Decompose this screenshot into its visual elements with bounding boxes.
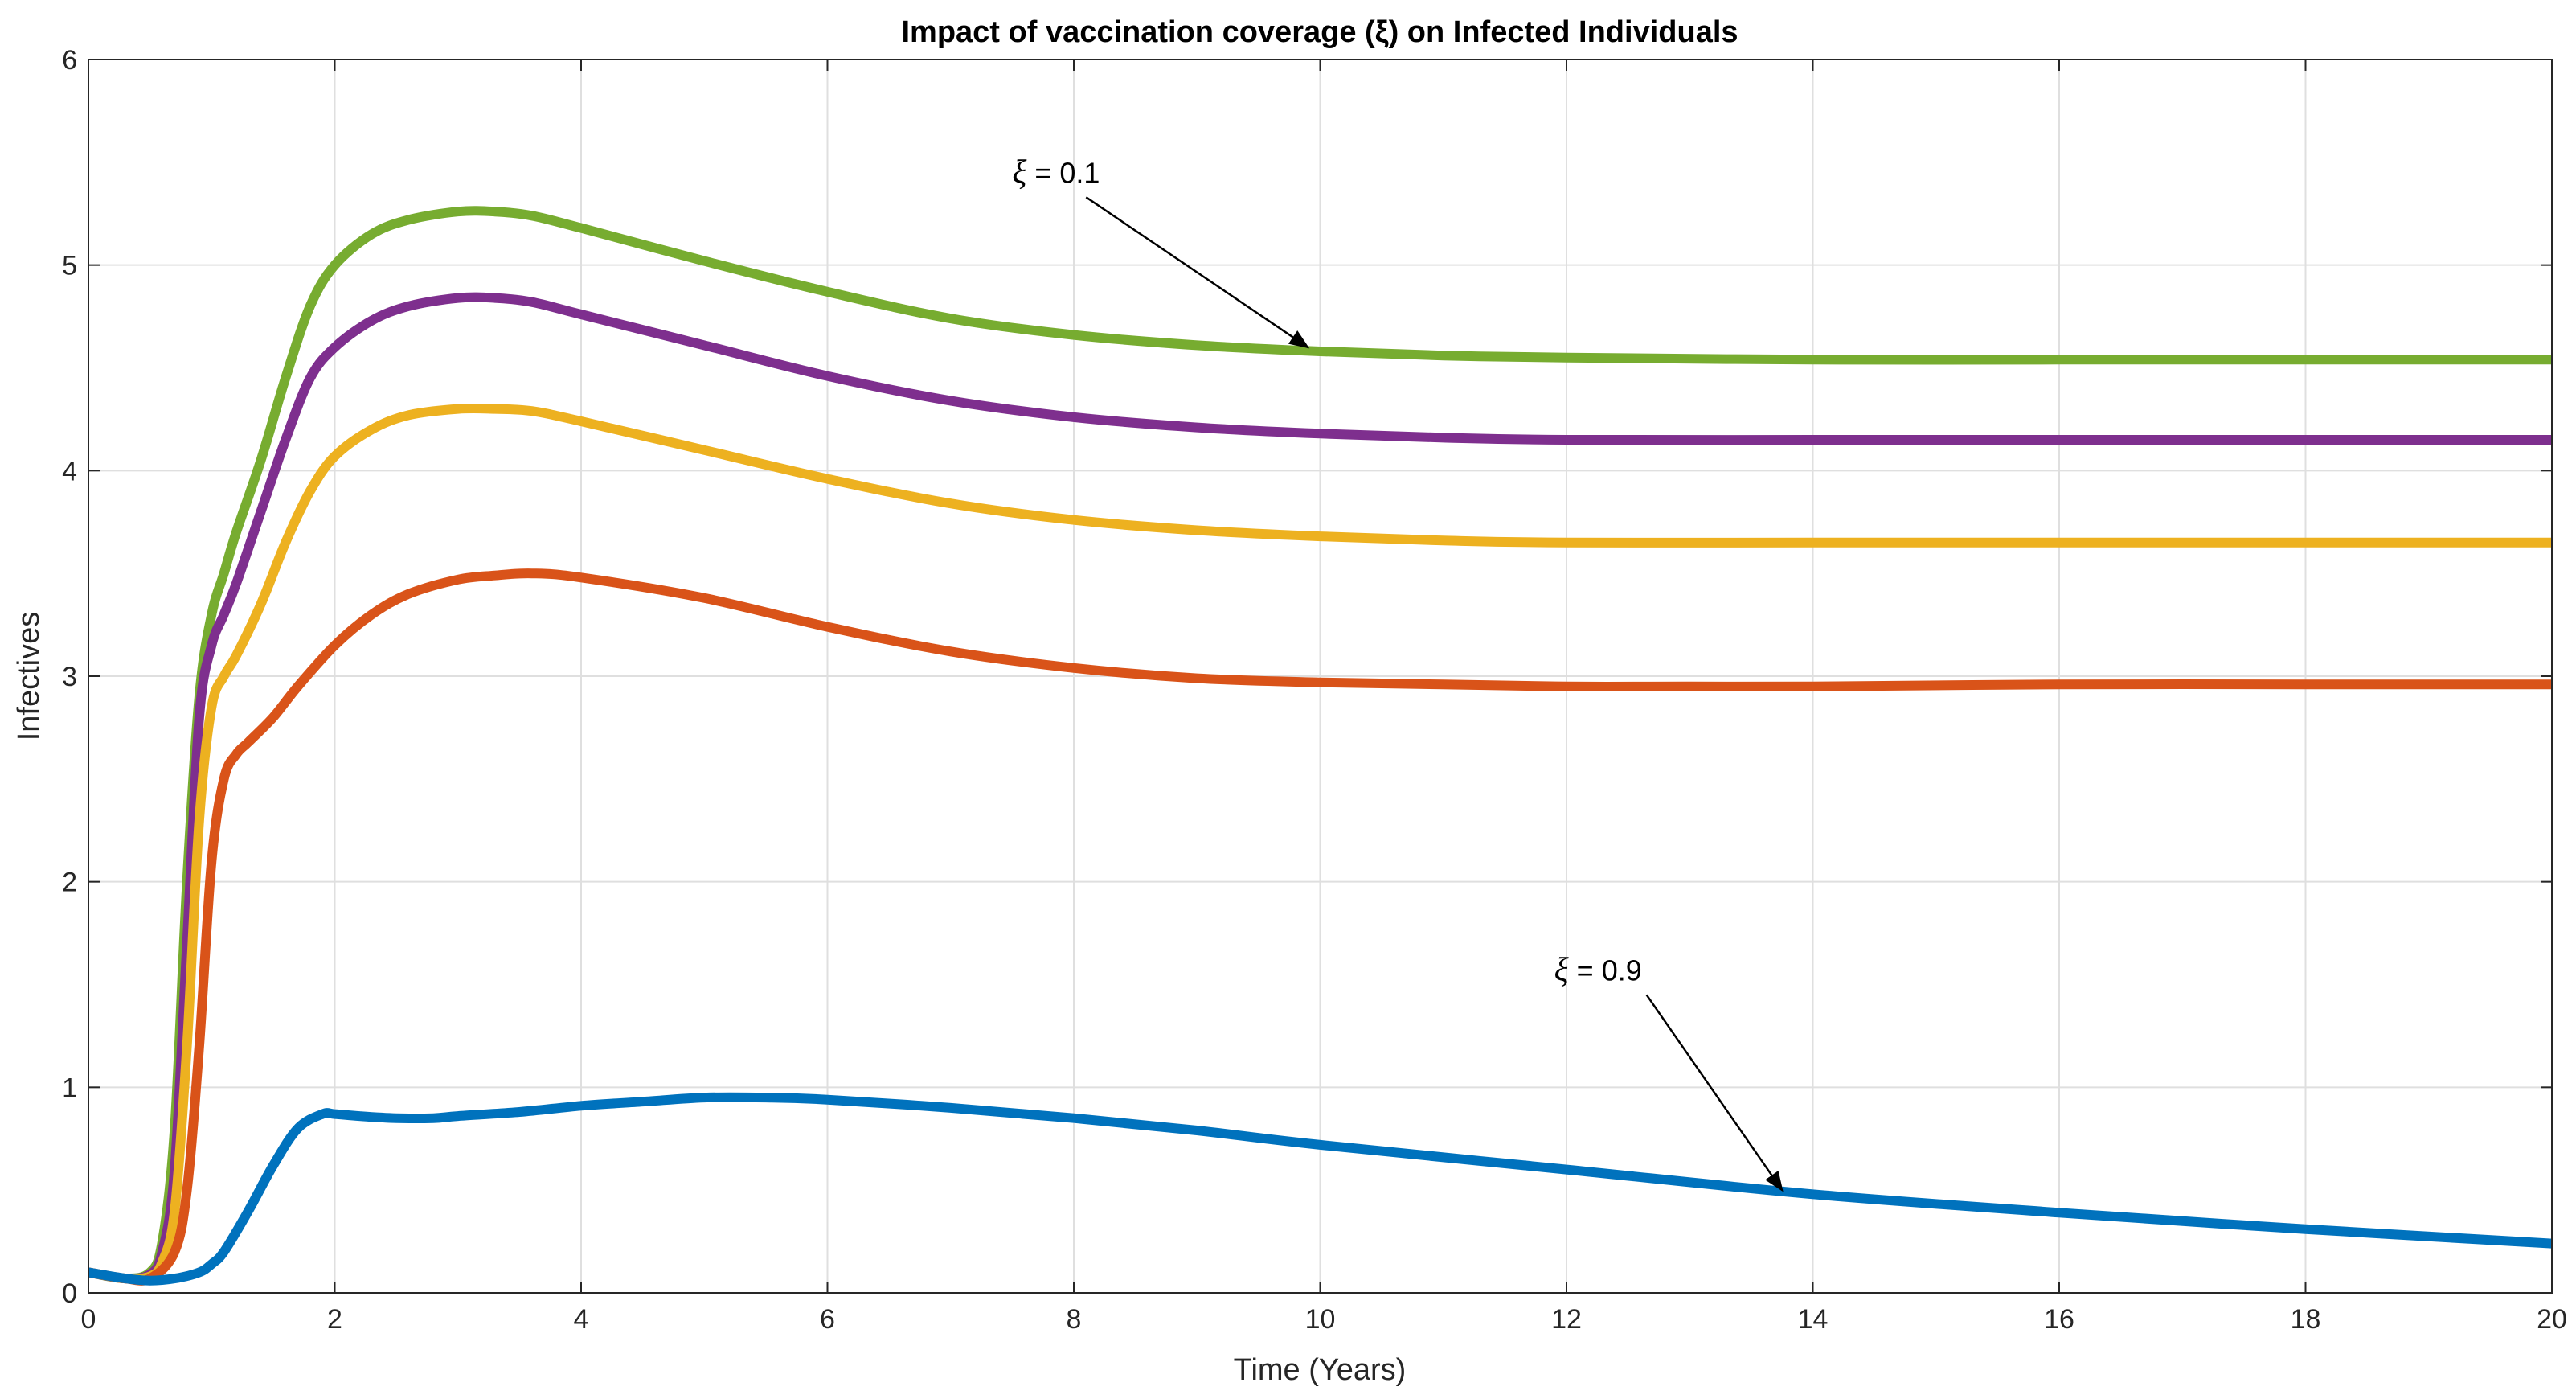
annotation-symbol: ξ <box>1554 951 1569 988</box>
annotations: ξ = 0.1ξ = 0.9 <box>1012 154 1784 1192</box>
x-tick-label: 10 <box>1305 1304 1336 1335</box>
y-tick-label: 1 <box>62 1073 77 1103</box>
annotation-label: ξ = 0.1 <box>1012 154 1100 191</box>
series-lines <box>88 206 2552 1286</box>
grid-lines <box>88 59 2552 1293</box>
y-tick-label: 2 <box>62 868 77 898</box>
x-axis-label: Time (Years) <box>1234 1353 1407 1387</box>
x-tick-label: 6 <box>820 1304 835 1335</box>
x-tick-label: 16 <box>2044 1304 2074 1335</box>
y-tick-label: 5 <box>62 251 77 281</box>
x-tick-label: 14 <box>1798 1304 1829 1335</box>
chart-title: Impact of vaccination coverage (ξ) on In… <box>901 15 1738 49</box>
annotation-value: = 0.1 <box>1026 156 1100 189</box>
y-tick-label: 0 <box>62 1278 77 1309</box>
x-tick-label: 8 <box>1067 1304 1082 1335</box>
x-tick-label: 0 <box>81 1304 96 1335</box>
series-line-1 <box>88 292 2552 1284</box>
series-line-4 <box>88 1092 2552 1286</box>
annotation-arrow <box>1645 994 1784 1192</box>
x-tick-label: 2 <box>327 1304 342 1335</box>
annotation-arrow <box>1085 196 1310 349</box>
y-tick-label: 3 <box>62 662 77 692</box>
annotation-label: ξ = 0.9 <box>1554 951 1642 988</box>
axis-ticks <box>88 59 2553 1294</box>
annotation-value: = 0.9 <box>1569 954 1642 987</box>
y-tick-label: 6 <box>62 45 77 76</box>
x-tick-label: 18 <box>2291 1304 2321 1335</box>
y-axis-label: Infectives <box>12 612 46 741</box>
x-tick-label: 12 <box>1551 1304 1582 1335</box>
annotation-symbol: ξ <box>1012 154 1026 191</box>
x-tick-labels: 0 2 4 6 8 10 12 14 16 18 20 <box>81 1304 2567 1335</box>
x-tick-label: 20 <box>2537 1304 2567 1335</box>
series-line-2 <box>88 403 2552 1284</box>
y-tick-label: 4 <box>62 456 77 486</box>
y-tick-labels: 0 1 2 3 4 5 6 <box>62 45 77 1309</box>
x-tick-label: 4 <box>574 1304 589 1335</box>
series-line-3 <box>88 568 2552 1286</box>
